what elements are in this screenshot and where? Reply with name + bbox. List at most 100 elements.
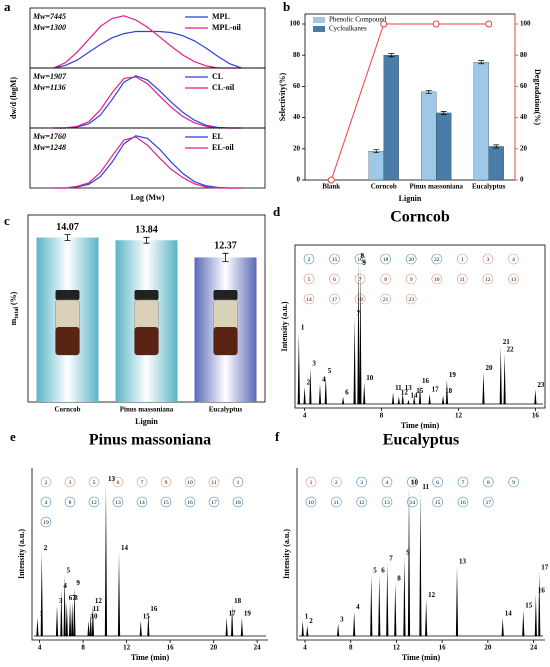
x-tick-label: 12	[123, 644, 131, 652]
structure-number: 2	[45, 480, 48, 486]
peak-label: 7	[72, 594, 76, 602]
error-bar	[222, 252, 229, 262]
x-axis-label: Time (min)	[131, 653, 170, 662]
peak	[231, 605, 234, 636]
structure-badge	[431, 253, 443, 265]
degradation-point	[432, 20, 440, 28]
structure-badge	[482, 253, 494, 265]
structure-badge	[508, 253, 519, 265]
structure-number: 13	[511, 277, 517, 283]
y-label-main: m	[9, 318, 18, 325]
peak	[401, 392, 404, 404]
x-tick-label: 20	[484, 644, 492, 652]
peak-label: 9	[406, 548, 410, 556]
peak-label: 17	[432, 386, 440, 394]
peak	[337, 623, 340, 636]
structure-number: 20	[408, 257, 414, 263]
structure-number: 11	[460, 277, 466, 283]
structure-badge	[356, 476, 367, 488]
vial-liquid	[213, 327, 238, 355]
structure-badge	[483, 476, 494, 488]
y-tick-label: 80	[293, 51, 301, 59]
y-tick-label: 60	[293, 82, 301, 90]
peak-label: 18	[234, 597, 242, 605]
structure-badge	[112, 476, 124, 488]
legend-label: MPL	[212, 12, 230, 21]
error-bar	[64, 234, 71, 241]
peak	[36, 617, 39, 636]
peak	[117, 552, 121, 636]
peak	[534, 389, 537, 404]
legend-swatch	[313, 17, 325, 23]
peak-label: 14	[410, 391, 418, 399]
legend-label: Phenolic Compound	[329, 16, 387, 24]
panel-title: Corncob	[390, 209, 450, 226]
structure-badge	[329, 273, 340, 285]
x-tick-label: 4	[303, 412, 307, 420]
panel-label: f	[275, 429, 280, 444]
structure-badge	[305, 496, 317, 508]
structure-number: 4	[45, 500, 48, 506]
axes	[31, 468, 268, 641]
structure-number: 14	[139, 500, 145, 506]
peak	[445, 379, 449, 404]
peak-label: 12	[95, 597, 103, 605]
peak	[503, 353, 506, 404]
x-tick-label: Pinus massoniana	[120, 406, 174, 414]
error-bar	[440, 111, 447, 115]
value-label: 12.37	[214, 241, 237, 252]
structure-badge	[184, 476, 196, 488]
peak-label: 16	[538, 586, 546, 594]
curve	[53, 76, 242, 129]
peak-label: 19	[244, 609, 252, 617]
structure-number: 17	[211, 500, 217, 506]
peak	[357, 260, 360, 404]
peak	[482, 372, 485, 404]
peak	[225, 617, 228, 636]
vial-liquid	[55, 327, 80, 355]
peak-label: 16	[422, 377, 430, 385]
peak-label: 8	[397, 574, 401, 582]
x-tick-label: Corncob	[371, 183, 397, 191]
structure-number: 13	[115, 500, 121, 506]
structure-number: 11	[211, 480, 217, 486]
structure-badge	[305, 476, 317, 488]
y2-tick-label: 100	[520, 20, 531, 28]
curve	[53, 135, 242, 189]
structure-number: 2	[308, 257, 311, 263]
peak	[455, 565, 459, 636]
peak	[65, 602, 68, 636]
y-axis-label: mtotal (%)	[9, 291, 21, 325]
structure-number: 3	[69, 480, 72, 486]
structure-number: 19	[43, 520, 49, 526]
degradation-line	[330, 23, 489, 181]
structure-badge	[136, 496, 148, 508]
structure-badge	[303, 273, 315, 285]
peak	[318, 383, 322, 404]
peak-label: 5	[67, 567, 71, 575]
peak-label: 14	[505, 609, 513, 617]
x-tick-label: 16	[167, 644, 175, 652]
peak	[341, 396, 345, 404]
structure-number: 12	[359, 500, 365, 506]
peak	[394, 582, 397, 636]
legend-label: Cycloalkanes	[329, 25, 367, 33]
structure-number: 10	[187, 480, 193, 486]
peak	[40, 552, 43, 636]
error-bar	[425, 89, 432, 94]
peak-label: 8	[74, 594, 78, 602]
peak	[68, 602, 72, 636]
peak	[324, 375, 327, 404]
structure-number: 1	[237, 480, 240, 486]
structure-number: 5	[411, 480, 414, 486]
peak	[386, 562, 389, 636]
legend-label: EL	[212, 132, 223, 141]
peak-label: 21	[503, 338, 511, 346]
peak-label: 19	[449, 371, 457, 379]
bar	[473, 62, 489, 181]
x-axis-label: Time (min)	[402, 653, 441, 662]
structure-number: 7	[359, 277, 362, 283]
structure-number: 12	[91, 500, 97, 506]
structure-number: 1	[461, 257, 464, 263]
x-tick-label: 16	[439, 644, 447, 652]
